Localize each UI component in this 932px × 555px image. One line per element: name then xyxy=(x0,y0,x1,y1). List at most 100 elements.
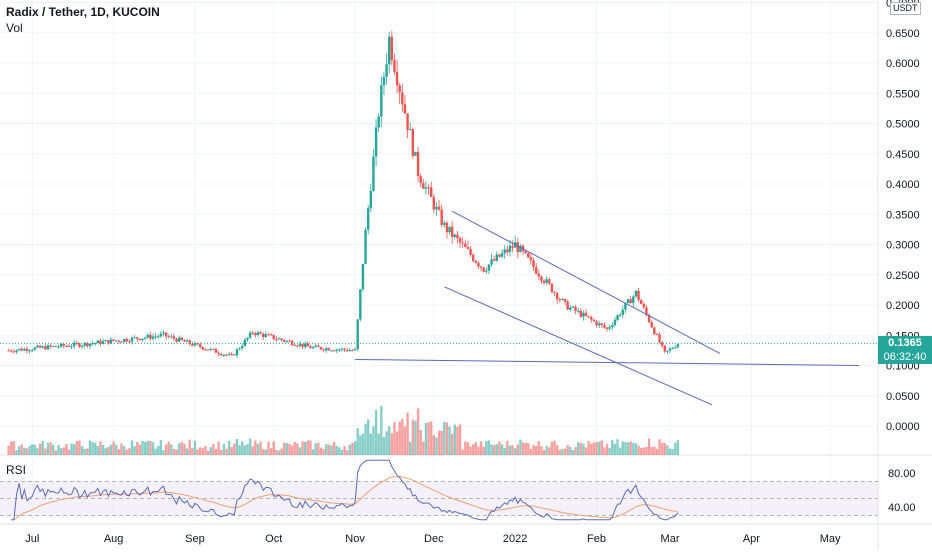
candle-body xyxy=(566,301,569,310)
volume-bar xyxy=(513,448,517,455)
volume-bar xyxy=(191,447,194,455)
candle-body xyxy=(99,340,102,345)
candle-body xyxy=(474,260,478,263)
candle-body xyxy=(534,267,538,274)
volume-bar xyxy=(185,448,189,455)
volume-bar xyxy=(456,426,459,455)
candle-body xyxy=(314,345,317,347)
volume-bar xyxy=(474,442,478,455)
candle-body xyxy=(78,343,81,347)
volume-bar xyxy=(671,448,674,455)
candle-body xyxy=(96,340,100,344)
candle-body xyxy=(283,339,286,342)
candle-body xyxy=(584,312,588,316)
candle-body xyxy=(54,345,58,347)
price-tick: 0.6500 xyxy=(886,28,920,40)
volume-bar xyxy=(338,447,341,455)
candle-body xyxy=(563,299,567,302)
candle-body xyxy=(128,341,131,343)
volume-bar xyxy=(146,440,149,455)
candle-body xyxy=(548,279,551,284)
candle-body xyxy=(621,309,624,315)
volume-bar xyxy=(104,448,107,455)
candle-body xyxy=(178,337,181,342)
currency-label[interactable]: USDT xyxy=(890,2,921,15)
volume-bar xyxy=(128,448,131,455)
candle-body xyxy=(366,208,370,230)
volume-bar xyxy=(506,440,509,455)
candle-body xyxy=(28,350,31,352)
volume-bar xyxy=(414,420,417,455)
volume-bar xyxy=(435,437,438,455)
volume-bar xyxy=(676,440,680,455)
candle-body xyxy=(62,343,65,346)
volume-bar xyxy=(67,449,71,455)
symbol-title: Radix / Tether, 1D, KUCOIN xyxy=(6,5,160,19)
candle-body xyxy=(241,345,244,349)
volume-bar xyxy=(408,441,412,455)
volume-bar xyxy=(382,437,386,455)
volume-bar xyxy=(172,449,176,455)
candle-body xyxy=(479,266,483,268)
volume-bar xyxy=(143,441,147,455)
volume-bar xyxy=(193,440,197,455)
volume-bar xyxy=(298,447,302,455)
candle-body xyxy=(73,342,76,347)
volume-bar xyxy=(527,442,530,455)
candle-body xyxy=(280,338,283,340)
volume-bar xyxy=(608,447,611,455)
volume-bar xyxy=(485,441,488,455)
last-price-tag: 0.1365 xyxy=(878,336,932,350)
time-tick: Dec xyxy=(424,533,444,545)
candle-body xyxy=(109,339,113,344)
volume-bar xyxy=(398,421,401,455)
candle-body xyxy=(141,338,144,341)
candle-body xyxy=(288,340,291,342)
volume-bar xyxy=(109,444,113,455)
candle-body xyxy=(248,332,252,338)
volume-bar xyxy=(387,426,391,455)
volume-bar xyxy=(12,441,16,455)
volume-bar xyxy=(440,430,443,455)
volume-bar xyxy=(660,442,664,455)
candle-body xyxy=(107,340,110,344)
volume-bar xyxy=(272,441,275,455)
candle-body xyxy=(558,299,561,301)
candle-body xyxy=(264,334,268,337)
volume-bar xyxy=(553,440,556,455)
volume-bar xyxy=(107,447,110,455)
candle-body xyxy=(674,347,677,349)
volume-bar xyxy=(605,443,609,455)
candle-body xyxy=(185,340,189,342)
volume-bar xyxy=(49,442,52,455)
volume-bar xyxy=(503,447,506,455)
volume-bar xyxy=(561,449,564,455)
volume-bar xyxy=(511,445,514,455)
rsi-band xyxy=(0,481,878,516)
candle-body xyxy=(369,191,373,209)
candle-body xyxy=(225,354,228,356)
volume-bar xyxy=(592,442,596,455)
candle-body xyxy=(416,151,420,177)
volume-bar xyxy=(199,447,202,455)
candle-body xyxy=(555,293,559,300)
candle-body xyxy=(532,260,535,268)
volume-bar xyxy=(621,441,624,455)
volume-bar xyxy=(94,442,97,455)
price-tick: 0.3000 xyxy=(886,240,920,252)
candle-body xyxy=(477,262,480,267)
volume-bar xyxy=(322,449,325,455)
volume-bar xyxy=(626,442,630,455)
candle-body xyxy=(550,283,554,293)
candle-body xyxy=(380,85,383,117)
candle-body xyxy=(41,346,44,348)
candle-body xyxy=(450,226,454,237)
volume-bar xyxy=(516,444,519,455)
price-tick: 0.3500 xyxy=(886,209,920,221)
volume-bar xyxy=(296,443,299,455)
candle-body xyxy=(676,344,680,348)
candle-body xyxy=(259,332,262,334)
volume-bar xyxy=(487,440,491,455)
